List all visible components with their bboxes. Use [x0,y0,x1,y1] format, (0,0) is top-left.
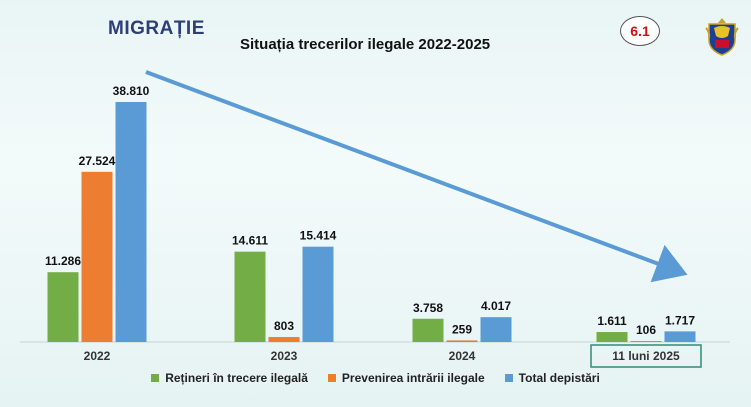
category-label-0: 2022 [84,349,111,363]
legend-item-prevenire: Prevenirea intrării ilegale [327,371,485,385]
data-label-s2-c0: 38.810 [113,84,150,98]
romania-coat-of-arms-icon [705,18,739,56]
data-label-s1-c1: 803 [274,319,294,333]
category-label-2: 2024 [449,349,476,363]
category-label-1: 2023 [271,349,298,363]
legend-item-retineri: Rețineri în trecere ilegală [151,371,308,385]
data-label-s0-c2: 3.758 [413,301,443,315]
data-label-s2-c3: 1.717 [665,313,695,327]
category-label-3: 11 luni 2025 [612,349,680,363]
bar-s2-c1 [302,246,334,342]
data-label-s2-c1: 15.414 [300,229,337,243]
data-label-s0-c1: 14.611 [232,234,268,248]
chart-legend: Rețineri în trecere ilegală Prevenirea i… [0,371,751,385]
page-heading: MIGRAȚIE [108,18,205,39]
legend-item-total: Total depistări [504,371,600,385]
bar-s2-c2 [480,317,512,342]
data-label-s1-c0: 27.524 [79,154,116,168]
data-label-s2-c2: 4.017 [481,299,511,313]
bar-s1-c3 [630,341,662,342]
data-label-s1-c3: 106 [636,323,656,337]
legend-swatch-orange [327,374,336,382]
legend-label: Rețineri în trecere ilegală [165,371,308,385]
data-label-s0-c0: 11.286 [45,254,81,268]
legend-label: Total depistări [518,371,600,385]
bar-s0-c0 [47,272,79,342]
legend-label: Prevenirea intrării ilegale [341,371,485,385]
bar-s2-c0 [115,102,147,342]
legend-swatch-blue [504,374,513,382]
bar-s2-c3 [664,331,696,342]
legend-swatch-green [151,374,160,382]
data-label-s1-c2: 259 [452,322,472,336]
bar-s0-c2 [412,318,444,342]
highlighted-category-box [590,344,702,368]
bar-s1-c2 [446,340,478,342]
slide-number-badge: 6.1 [620,16,660,46]
trend-arrow [145,70,688,283]
bar-s1-c0 [81,171,113,342]
bar-s0-c1 [234,251,266,342]
data-label-s0-c3: 1.611 [597,314,627,328]
bar-s1-c1 [268,337,300,342]
chart-title: Situația trecerilor ilegale 2022-2025 [240,36,491,53]
bar-s0-c3 [596,332,628,342]
